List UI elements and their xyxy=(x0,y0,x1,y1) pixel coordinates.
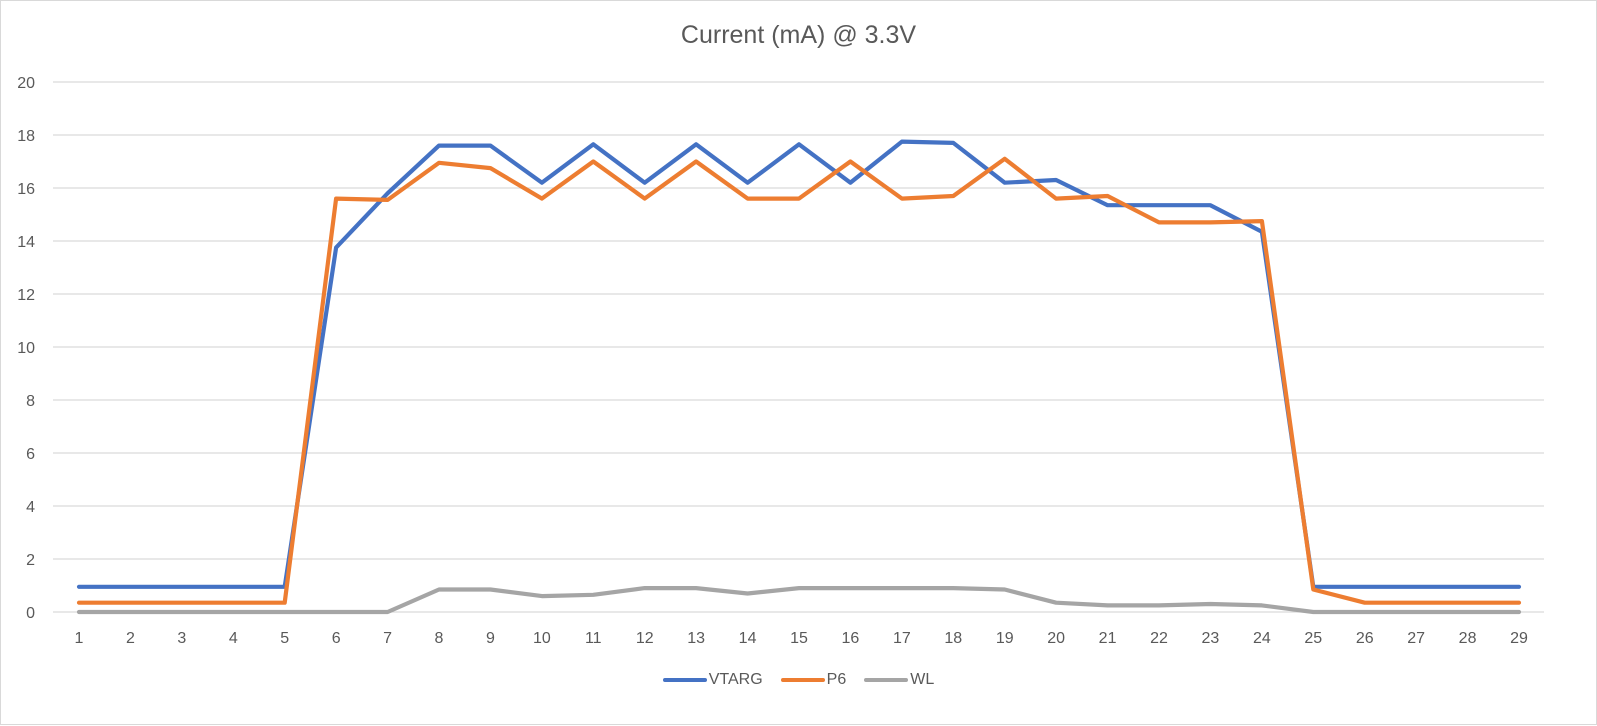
y-tick-label: 12 xyxy=(17,287,35,304)
x-tick-label: 10 xyxy=(533,630,551,647)
x-tick-label: 12 xyxy=(636,630,654,647)
legend-swatch xyxy=(662,678,707,682)
legend-label: P6 xyxy=(826,671,847,688)
legend-item-wl: WL xyxy=(864,671,934,689)
x-tick-label: 27 xyxy=(1407,630,1425,647)
legend-swatch xyxy=(864,678,909,682)
y-tick-label: 20 xyxy=(17,75,35,92)
legend-label: WL xyxy=(910,671,935,688)
series-line-wl xyxy=(76,585,1522,615)
series-line-p6 xyxy=(76,156,1522,605)
legend-item-p6: P6 xyxy=(780,671,847,689)
x-tick-label: 25 xyxy=(1304,630,1322,647)
x-tick-label: 2 xyxy=(126,630,135,647)
y-axis-ticks: 0 2 4 6 8 10 12 14 16 18 20 xyxy=(17,75,35,622)
legend-swatch xyxy=(780,678,825,682)
x-tick-label: 22 xyxy=(1150,630,1168,647)
x-tick-label: 11 xyxy=(585,630,602,647)
x-tick-label: 13 xyxy=(687,630,705,647)
chart-title: Current (mA) @ 3.3V xyxy=(680,21,917,49)
gridlines xyxy=(53,81,1544,613)
x-tick-label: 9 xyxy=(486,630,495,647)
y-tick-label: 6 xyxy=(26,446,35,463)
x-tick-label: 18 xyxy=(944,630,962,647)
legend-item-vtarg: VTARG xyxy=(662,671,763,689)
legend-label: VTARG xyxy=(708,671,763,688)
x-tick-label: 28 xyxy=(1459,630,1477,647)
y-tick-label: 0 xyxy=(26,605,35,622)
x-tick-label: 1 xyxy=(75,630,84,647)
y-tick-label: 14 xyxy=(17,234,35,251)
x-tick-label: 24 xyxy=(1253,630,1271,647)
x-tick-label: 6 xyxy=(332,630,341,647)
x-tick-label: 19 xyxy=(996,630,1014,647)
x-tick-label: 4 xyxy=(229,630,238,647)
x-tick-label: 8 xyxy=(435,630,444,647)
y-tick-label: 18 xyxy=(17,128,35,145)
x-tick-label: 3 xyxy=(177,630,186,647)
x-tick-label: 20 xyxy=(1047,630,1065,647)
series-lines xyxy=(76,139,1522,615)
y-tick-label: 2 xyxy=(26,552,35,569)
x-tick-label: 29 xyxy=(1510,630,1528,647)
x-tick-label: 17 xyxy=(893,630,911,647)
x-tick-label: 23 xyxy=(1202,630,1220,647)
x-tick-label: 5 xyxy=(280,630,289,647)
x-tick-label: 14 xyxy=(739,630,757,647)
x-tick-label: 15 xyxy=(790,630,808,647)
x-tick-label: 7 xyxy=(383,630,392,647)
y-tick-label: 10 xyxy=(17,340,35,357)
x-tick-label: 21 xyxy=(1099,630,1117,647)
x-tick-label: 26 xyxy=(1356,630,1374,647)
x-tick-label: 16 xyxy=(842,630,860,647)
y-tick-label: 4 xyxy=(26,499,35,516)
y-tick-label: 16 xyxy=(17,181,35,198)
y-tick-label: 8 xyxy=(26,393,35,410)
x-axis-ticks: 1 2 3 4 5 6 7 8 9 10 11 12 13 14 15 16 17 18 19 20 21 22 23 24 2… xyxy=(75,630,1528,647)
legend: VTARG P6 WL xyxy=(1,671,1596,689)
